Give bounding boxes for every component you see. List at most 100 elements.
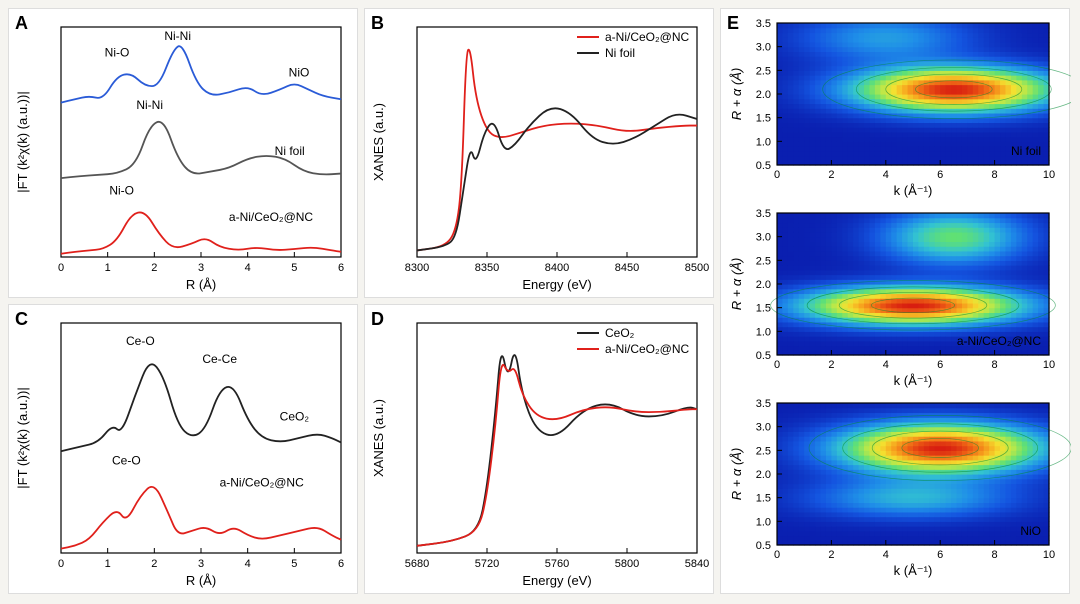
- svg-text:a-Ni/CeO₂@NC: a-Ni/CeO₂@NC: [957, 334, 1042, 348]
- svg-text:|FT (k²χ(k) (a.u.))|: |FT (k²χ(k) (a.u.))|: [15, 91, 30, 192]
- svg-text:5720: 5720: [475, 558, 499, 570]
- svg-text:2: 2: [828, 359, 834, 371]
- svg-text:2.0: 2.0: [756, 279, 771, 291]
- svg-text:3.5: 3.5: [756, 398, 771, 410]
- svg-text:8500: 8500: [685, 262, 709, 274]
- panel-d-label: D: [371, 309, 384, 330]
- svg-text:a-Ni/CeO₂@NC: a-Ni/CeO₂@NC: [220, 476, 305, 490]
- svg-text:2.5: 2.5: [756, 445, 771, 457]
- svg-text:8350: 8350: [475, 262, 499, 274]
- panel-a-label: A: [15, 13, 28, 34]
- svg-text:k (Å⁻¹): k (Å⁻¹): [894, 183, 933, 198]
- svg-text:2: 2: [828, 169, 834, 181]
- svg-text:Ni-Ni: Ni-Ni: [136, 98, 163, 112]
- svg-text:Ce-O: Ce-O: [126, 334, 155, 348]
- svg-text:3.0: 3.0: [756, 232, 771, 244]
- svg-text:R (Å): R (Å): [186, 277, 216, 292]
- svg-text:1.0: 1.0: [756, 516, 771, 528]
- svg-text:XANES (a.u.): XANES (a.u.): [371, 103, 386, 181]
- svg-text:Ni foil: Ni foil: [275, 144, 305, 158]
- svg-text:Ni-O: Ni-O: [109, 184, 134, 198]
- svg-text:0: 0: [58, 262, 64, 274]
- svg-text:1: 1: [105, 558, 111, 570]
- svg-text:1.0: 1.0: [756, 136, 771, 148]
- svg-text:NiO: NiO: [1020, 524, 1041, 538]
- panel-e-label: E: [727, 13, 739, 34]
- panel-b-label: B: [371, 13, 384, 34]
- svg-text:NiO: NiO: [289, 65, 310, 79]
- panel-c-label: C: [15, 309, 28, 330]
- svg-text:3.5: 3.5: [756, 208, 771, 220]
- svg-text:2.5: 2.5: [756, 255, 771, 267]
- svg-text:Ni foil: Ni foil: [605, 46, 635, 60]
- svg-text:1.5: 1.5: [756, 113, 771, 125]
- svg-text:4: 4: [883, 549, 889, 561]
- svg-text:0: 0: [58, 558, 64, 570]
- panel-d: D 5680 5720 5760 5800 5840 Energy (eV) XANES (…: [364, 304, 714, 594]
- svg-text:3.0: 3.0: [756, 422, 771, 434]
- svg-text:8: 8: [992, 169, 998, 181]
- svg-text:1.5: 1.5: [756, 303, 771, 315]
- svg-text:2: 2: [151, 262, 157, 274]
- svg-text:Ni-Ni: Ni-Ni: [164, 29, 191, 43]
- svg-text:CeO₂: CeO₂: [605, 326, 635, 340]
- svg-text:Ni foil: Ni foil: [1011, 144, 1041, 158]
- svg-text:R + α (Å): R + α (Å): [729, 448, 744, 501]
- svg-text:4: 4: [245, 558, 251, 570]
- svg-text:5760: 5760: [545, 558, 569, 570]
- svg-text:6: 6: [937, 359, 943, 371]
- svg-text:5: 5: [291, 262, 297, 274]
- svg-text:|FT (k²χ(k) (a.u.))|: |FT (k²χ(k) (a.u.))|: [15, 387, 30, 488]
- svg-text:6: 6: [338, 558, 344, 570]
- svg-text:R (Å): R (Å): [186, 573, 216, 588]
- svg-text:XANES (a.u.): XANES (a.u.): [371, 399, 386, 477]
- svg-text:Energy (eV): Energy (eV): [522, 573, 591, 588]
- svg-text:k (Å⁻¹): k (Å⁻¹): [894, 373, 933, 388]
- svg-text:5: 5: [291, 558, 297, 570]
- svg-text:1.0: 1.0: [756, 326, 771, 338]
- svg-text:0: 0: [774, 359, 780, 371]
- svg-text:4: 4: [883, 359, 889, 371]
- svg-text:5800: 5800: [615, 558, 639, 570]
- svg-text:6: 6: [338, 262, 344, 274]
- svg-text:a-Ni/CeO₂@NC: a-Ni/CeO₂@NC: [605, 342, 690, 356]
- panel-c: C 0 1 2 3 4 5 6 Ce-O Ce-Ce CeO₂ Ce-O a-Ni/CeO₂@NC R …: [8, 304, 358, 594]
- svg-text:8400: 8400: [545, 262, 569, 274]
- svg-text:0: 0: [774, 169, 780, 181]
- svg-text:a-Ni/CeO₂@NC: a-Ni/CeO₂@NC: [605, 30, 690, 44]
- svg-text:a-Ni/CeO₂@NC: a-Ni/CeO₂@NC: [229, 210, 314, 224]
- svg-text:10: 10: [1043, 549, 1055, 561]
- svg-text:2.5: 2.5: [756, 65, 771, 77]
- svg-text:Energy (eV): Energy (eV): [522, 277, 591, 292]
- svg-text:5680: 5680: [405, 558, 429, 570]
- svg-text:3.0: 3.0: [756, 42, 771, 54]
- svg-text:10: 10: [1043, 359, 1055, 371]
- svg-text:Ce-O: Ce-O: [112, 454, 141, 468]
- figure-grid: A 0123456Ni-ONi-NiNiONi-NiNi foilNi-Oa-N…: [8, 8, 1072, 594]
- svg-text:1: 1: [105, 262, 111, 274]
- svg-text:2: 2: [151, 558, 157, 570]
- svg-text:Ce-Ce: Ce-Ce: [202, 352, 237, 366]
- panel-e: E 0 2 4 6 8 10 0.5 1.0 1.5 2.0 2.5 3.0 3.5 Ni foil k (…: [720, 8, 1070, 594]
- svg-text:3: 3: [198, 262, 204, 274]
- svg-text:0.5: 0.5: [756, 540, 771, 552]
- svg-text:CeO₂: CeO₂: [280, 409, 310, 423]
- svg-text:0.5: 0.5: [756, 350, 771, 362]
- svg-text:10: 10: [1043, 169, 1055, 181]
- svg-text:R + α (Å): R + α (Å): [729, 258, 744, 311]
- svg-text:5840: 5840: [685, 558, 709, 570]
- panel-a: A 0123456Ni-ONi-NiNiONi-NiNi foilNi-Oa-N…: [8, 8, 358, 298]
- svg-text:8300: 8300: [405, 262, 429, 274]
- svg-text:8450: 8450: [615, 262, 639, 274]
- svg-text:8: 8: [992, 359, 998, 371]
- svg-text:0: 0: [774, 549, 780, 561]
- svg-text:3: 3: [198, 558, 204, 570]
- svg-text:2: 2: [828, 549, 834, 561]
- svg-text:k (Å⁻¹): k (Å⁻¹): [894, 563, 933, 578]
- svg-text:2.0: 2.0: [756, 89, 771, 101]
- svg-text:1.5: 1.5: [756, 493, 771, 505]
- svg-text:6: 6: [937, 169, 943, 181]
- svg-text:6: 6: [937, 549, 943, 561]
- panel-b: B 8300 8350 8400 8450 8500 Energy (eV) XANES (…: [364, 8, 714, 298]
- svg-text:8: 8: [992, 549, 998, 561]
